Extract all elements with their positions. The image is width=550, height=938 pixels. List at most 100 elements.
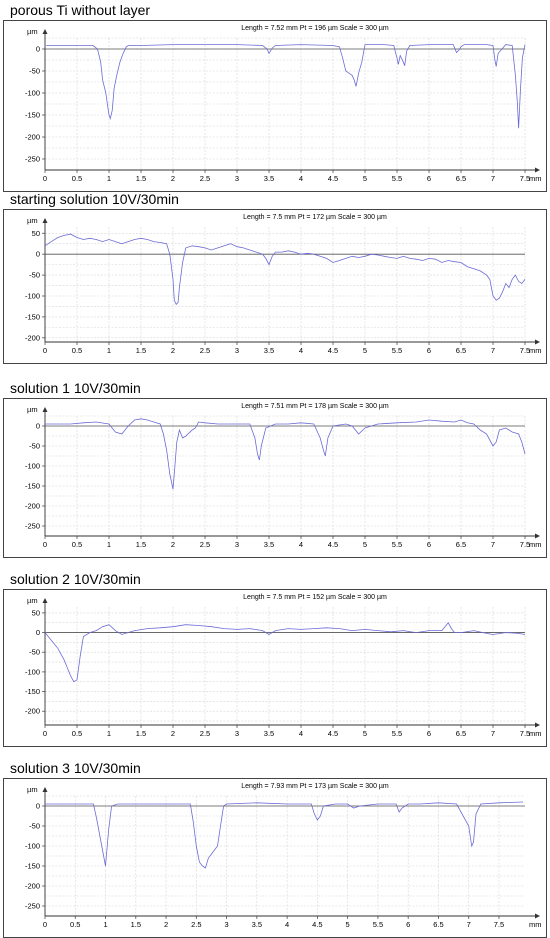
x-unit-label: mm [529,729,542,738]
x-tick-label: 5.5 [373,920,383,929]
x-tick-label: 6 [427,174,431,183]
x-tick-label: 1 [107,346,111,355]
x-axis-arrow [535,167,540,173]
x-tick-label: 7.5 [520,346,530,355]
x-tick-label: 5 [363,540,367,549]
y-tick-label: -100 [25,842,40,851]
chart-frame [3,778,547,938]
x-unit-label: mm [529,540,542,549]
x-tick-label: 5 [363,729,367,738]
x-tick-label: 6.5 [456,729,466,738]
x-tick-label: 7 [491,174,495,183]
x-tick-label: 3 [235,346,239,355]
x-tick-label: 5 [363,346,367,355]
chart-frame [3,398,547,558]
y-tick-label: 0 [36,45,40,54]
x-tick-label: 4.5 [328,346,338,355]
x-tick-label: 2 [164,920,168,929]
chart-header: Length = 7.5 mm Pt = 172 µm Scale = 300 … [243,214,387,221]
x-tick-label: 6 [427,729,431,738]
y-tick-label: -250 [25,155,40,164]
x-tick-label: 3 [235,729,239,738]
x-tick-label: 6.5 [456,174,466,183]
profile-chart-3: Length = 7.51 mm Pt = 178 µm Scale = 300… [3,398,547,558]
x-tick-label: 5.5 [392,729,402,738]
x-unit-label: mm [529,174,542,183]
y-axis-arrow [42,598,48,603]
profile-chart-2: Length = 7.5 mm Pt = 172 µm Scale = 300 … [3,209,547,364]
x-tick-label: 7.5 [520,540,530,549]
y-unit-label: µm [27,785,38,794]
x-tick-label: 3.5 [264,174,274,183]
y-unit-label: µm [27,27,38,36]
x-tick-label: 4.5 [312,920,322,929]
chart-frame [3,209,547,364]
y-tick-label: -50 [29,67,40,76]
y-tick-label: -150 [25,687,40,696]
x-tick-label: 3 [235,540,239,549]
chart-frame [3,589,547,747]
x-tick-label: 5.5 [392,174,402,183]
y-tick-label: 0 [36,250,40,259]
x-tick-label: 6.5 [456,346,466,355]
x-axis-arrow [535,339,540,345]
x-tick-label: 1.5 [136,174,146,183]
x-tick-label: 0 [43,346,47,355]
profile-line [45,801,524,869]
panel-title-5: solution 3 10V/30min [10,760,141,776]
profile-line [44,233,526,306]
x-tick-label: 6 [427,346,431,355]
y-tick-label: -150 [25,482,40,491]
x-tick-label: 2.5 [200,540,210,549]
x-tick-label: 3.5 [264,346,274,355]
panel-title-2: starting solution 10V/30min [10,191,179,207]
x-tick-label: 4.5 [328,540,338,549]
x-tick-label: 3.5 [264,729,274,738]
x-tick-label: 7 [467,920,471,929]
x-tick-label: 1 [107,540,111,549]
x-tick-label: 4 [299,174,303,183]
profile-line [46,44,526,129]
x-tick-label: 4 [299,729,303,738]
x-tick-label: 1 [107,729,111,738]
x-tick-label: 3 [235,174,239,183]
chart-header: Length = 7.93 mm Pt = 173 µm Scale = 300… [241,783,389,790]
x-tick-label: 4.5 [328,174,338,183]
x-tick-label: 5.5 [392,540,402,549]
y-tick-label: -100 [25,667,40,676]
x-tick-label: 7.5 [520,174,530,183]
x-tick-label: 4 [299,346,303,355]
y-tick-label: 50 [32,608,40,617]
x-axis-arrow [535,533,540,539]
y-tick-label: -50 [29,648,40,657]
y-tick-label: 0 [36,802,40,811]
x-tick-label: 2 [171,540,175,549]
x-tick-label: 7 [491,346,495,355]
x-tick-label: 4 [285,920,289,929]
y-tick-label: -100 [25,89,40,98]
y-unit-label: µm [27,216,38,225]
y-unit-label: µm [27,405,38,414]
x-tick-label: 2 [171,174,175,183]
x-tick-label: 6 [406,920,410,929]
x-tick-label: 5 [346,920,350,929]
y-axis-arrow [42,407,48,412]
x-tick-label: 1 [107,174,111,183]
x-tick-label: 2 [171,729,175,738]
x-tick-label: 6.5 [456,540,466,549]
x-tick-label: 1.5 [136,540,146,549]
y-tick-label: 50 [32,229,40,238]
x-tick-label: 0 [43,540,47,549]
x-tick-label: 3.5 [264,540,274,549]
y-tick-label: -200 [25,502,40,511]
y-tick-label: -50 [29,822,40,831]
x-tick-label: 6 [427,540,431,549]
y-axis-arrow [42,29,48,34]
x-tick-label: 3.5 [252,920,262,929]
x-unit-label: mm [529,920,542,929]
y-tick-label: -50 [29,442,40,451]
y-tick-label: 0 [36,628,40,637]
y-tick-label: -250 [25,902,40,911]
x-tick-label: 5.5 [392,346,402,355]
y-tick-label: -150 [25,111,40,120]
